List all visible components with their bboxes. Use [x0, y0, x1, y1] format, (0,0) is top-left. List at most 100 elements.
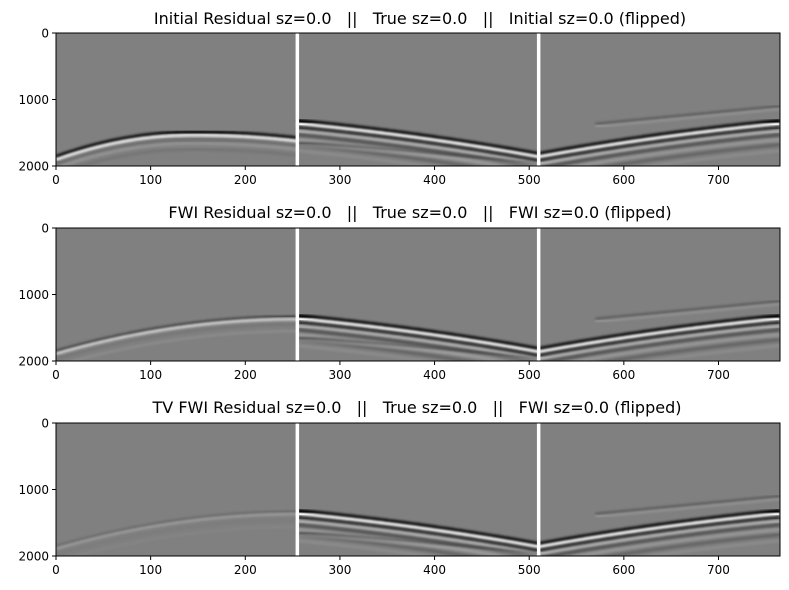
flipped-secondary-arrival [595, 300, 780, 320]
true-wavefront [297, 519, 539, 556]
flipped-secondary-arrival [595, 495, 780, 515]
x-tick-label: 700 [707, 563, 730, 577]
residual-wavefront [58, 142, 298, 166]
subplot-3: TV FWI Residual sz=0.0 || True sz=0.0 ||… [18, 398, 781, 577]
true-wavefront [297, 149, 436, 166]
subplot-1-yticks: 0 1000 2000 [18, 27, 56, 174]
x-tick-label: 500 [518, 173, 541, 187]
flipped-wavefront [538, 515, 780, 553]
true-wavefront [297, 511, 540, 551]
true-wavefront [297, 313, 540, 352]
y-tick-label: 1000 [18, 288, 49, 302]
subplot-3-title: TV FWI Residual sz=0.0 || True sz=0.0 ||… [152, 398, 682, 417]
true-wavefront [297, 539, 436, 556]
true-wavefront [297, 125, 540, 163]
flipped-wavefront [600, 338, 780, 361]
y-tick-label: 2000 [18, 550, 49, 564]
subplot-2-title: FWI Residual sz=0.0 || True sz=0.0 || FW… [168, 203, 671, 222]
x-tick-label: 700 [707, 173, 730, 187]
true-wavefront [297, 533, 477, 556]
true-wavefront [297, 316, 540, 356]
flipped-secondary-arrival [595, 105, 780, 125]
x-tick-label: 100 [139, 368, 162, 382]
true-wavefront [297, 508, 540, 547]
true-secondary-arrival [297, 144, 539, 166]
true-wavefront [297, 523, 536, 556]
residual-wavefront [72, 526, 298, 556]
true-wavefront [297, 515, 540, 553]
flipped-wavefront [538, 320, 780, 358]
flipped-wavefront [538, 316, 780, 356]
residual-wavefront [56, 510, 298, 547]
subplot-1-title: Initial Residual sz=0.0 || True sz=0.0 |… [154, 9, 686, 28]
y-tick-label: 0 [41, 222, 49, 236]
x-tick-label: 100 [139, 173, 162, 187]
flipped-wavefront [538, 519, 780, 556]
true-wavefront [297, 324, 539, 361]
flipped-secondary-arrival [595, 107, 780, 128]
residual-wavefront [56, 315, 298, 352]
subplot-2: FWI Residual sz=0.0 || True sz=0.0 || FW… [18, 203, 781, 382]
subplot-2-xticks: 0 100 200 300 400 500 600 700 [52, 361, 730, 382]
residual-wavefront [56, 130, 298, 159]
flipped-wavefront [538, 118, 780, 157]
y-tick-label: 1000 [18, 93, 49, 107]
subplot-1: Initial Residual sz=0.0 || True sz=0.0 |… [18, 9, 781, 187]
y-tick-label: 0 [41, 417, 49, 431]
true-wavefront [297, 133, 536, 166]
x-tick-label: 0 [52, 368, 60, 382]
subplot-1-xticks: 0 100 200 300 400 500 600 700 [52, 166, 730, 187]
x-tick-label: 400 [423, 368, 446, 382]
x-tick-label: 0 [52, 173, 60, 187]
x-tick-label: 0 [52, 563, 60, 577]
x-tick-label: 500 [518, 368, 541, 382]
x-tick-label: 700 [707, 368, 730, 382]
flipped-wavefront [538, 511, 780, 551]
flipped-wavefront [538, 129, 780, 166]
flipped-wavefront [641, 539, 780, 556]
true-secondary-arrival [297, 339, 539, 361]
subplot-2-yticks: 0 1000 2000 [18, 222, 56, 369]
x-tick-label: 600 [612, 368, 635, 382]
flipped-wavefront [541, 328, 780, 361]
subplot-2-plot [56, 228, 780, 361]
flipped-wavefront [538, 125, 780, 163]
flipped-wavefront [600, 533, 780, 556]
residual-wavefront [56, 519, 298, 556]
residual-wavefront [56, 133, 298, 161]
y-tick-label: 1000 [18, 483, 49, 497]
residual-wavefront [76, 148, 298, 166]
flipped-wavefront [641, 344, 780, 361]
true-wavefront [297, 143, 477, 166]
true-secondary-arrival [297, 534, 539, 556]
flipped-wavefront [538, 121, 780, 161]
flipped-wavefront [538, 313, 780, 352]
true-wavefront [297, 344, 436, 361]
true-wavefront [297, 328, 536, 361]
x-tick-label: 200 [234, 368, 257, 382]
y-tick-label: 0 [41, 27, 49, 41]
true-wavefront [297, 129, 539, 166]
x-tick-label: 400 [423, 563, 446, 577]
y-tick-label: 2000 [18, 160, 49, 174]
true-secondary-arrival [297, 141, 539, 165]
x-tick-label: 400 [423, 173, 446, 187]
residual-wavefront [56, 138, 298, 165]
flipped-secondary-arrival [595, 497, 780, 518]
subplot-1-plot [56, 33, 780, 166]
flipped-wavefront [538, 508, 780, 547]
subplot-3-yticks: 0 1000 2000 [18, 417, 56, 564]
true-wavefront [297, 121, 540, 161]
x-tick-label: 300 [328, 563, 351, 577]
flipped-wavefront [538, 324, 780, 361]
x-tick-label: 600 [612, 173, 635, 187]
residual-wavefront [56, 323, 298, 360]
flipped-wavefront [541, 523, 780, 556]
x-tick-label: 600 [612, 563, 635, 577]
x-tick-label: 200 [234, 173, 257, 187]
x-tick-label: 300 [328, 368, 351, 382]
true-secondary-arrival [297, 336, 539, 360]
subplot-3-plot [56, 423, 780, 556]
y-tick-label: 2000 [18, 355, 49, 369]
